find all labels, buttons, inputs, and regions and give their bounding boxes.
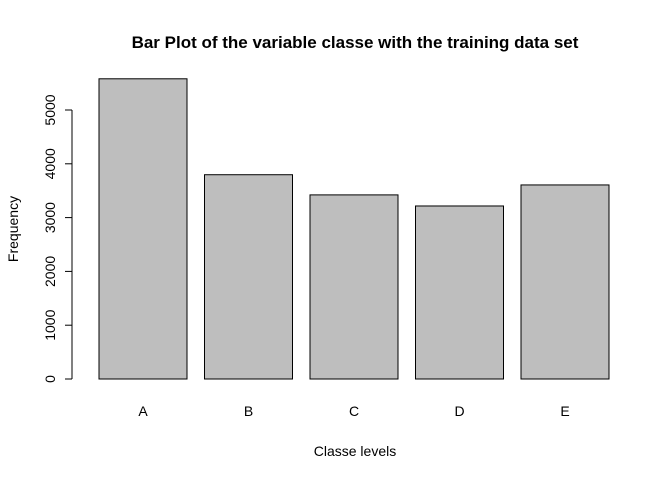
- bar-d: [415, 205, 504, 380]
- chart-title: Bar Plot of the variable classe with the…: [132, 33, 579, 52]
- bar-b: [204, 174, 293, 380]
- bar-a: [98, 78, 188, 380]
- y-axis-label: Frequency: [5, 196, 21, 262]
- x-category-label: D: [454, 403, 464, 419]
- x-axis-label: Classe levels: [314, 443, 396, 459]
- y-tick-label: 4000: [42, 148, 58, 179]
- x-category-label: A: [138, 403, 148, 419]
- bar-e: [520, 184, 610, 380]
- x-category-labels: A B C D E: [138, 403, 569, 419]
- y-tick-label: 2000: [42, 256, 58, 287]
- bars-group: [98, 78, 610, 380]
- x-category-label: E: [560, 403, 569, 419]
- x-category-label: C: [349, 403, 359, 419]
- bar-c: [309, 194, 399, 380]
- y-tick-label: 1000: [42, 309, 58, 340]
- y-tick-label: 0: [42, 375, 58, 383]
- y-tick-label: 5000: [42, 94, 58, 125]
- x-category-label: B: [244, 403, 253, 419]
- y-tick-label: 3000: [42, 202, 58, 233]
- y-axis: 0 1000 2000 3000 4000 5000: [42, 94, 73, 383]
